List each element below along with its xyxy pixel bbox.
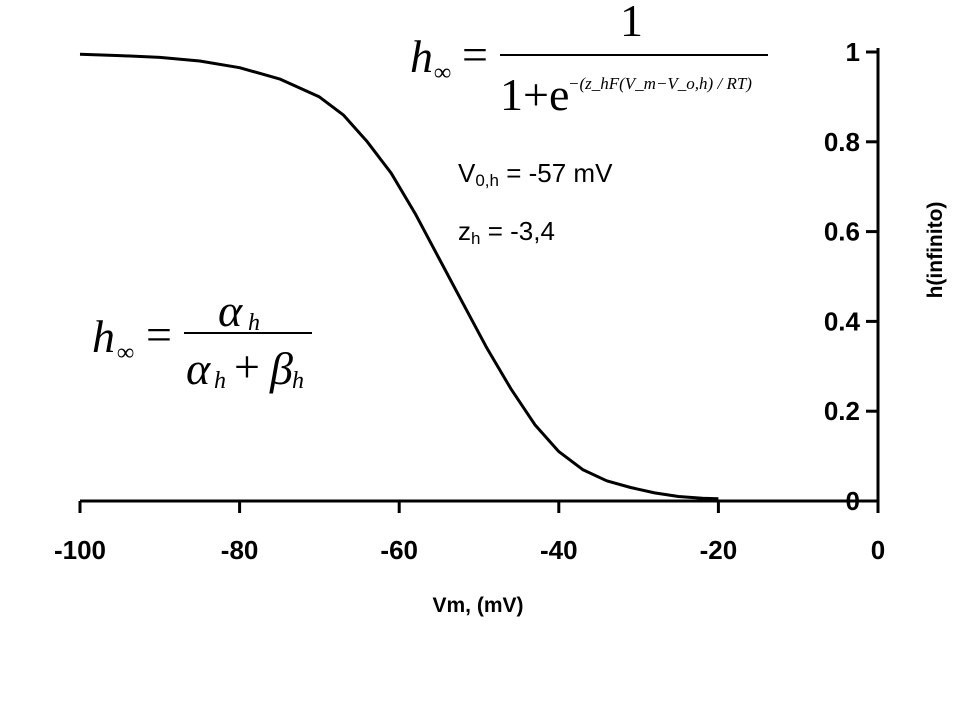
equation-boltzmann: h ∞ = 1 1+e −(z_hF(V_m−V_o,h) / RT) (0, 0, 960, 140)
x-tick-label: 0 (871, 535, 885, 565)
eq-left-numerator: α (218, 285, 243, 336)
x-axis-label: Vm, (mV) (432, 594, 523, 617)
eq-left-plus: + (234, 341, 260, 392)
series-line-h-infinito (79, 52, 719, 501)
x-tick-label: -60 (380, 535, 418, 565)
v0h-annotation: V0,h = -57 mV (458, 158, 612, 191)
y-tick-label: 0.4 (824, 306, 861, 336)
eq-top-lhs-sub: ∞ (434, 60, 452, 86)
v0h-subscript: 0,h (475, 171, 499, 190)
x-tick-label: -40 (540, 535, 578, 565)
eq-top-fraction-bar (500, 54, 768, 56)
eq-left-denominator-beta-sub: h (292, 368, 304, 394)
eq-left-denominator-alpha: α (186, 343, 211, 394)
axes (80, 48, 880, 503)
x-tick-label: -80 (221, 535, 259, 565)
zh-annotation: zh = -3,4 (458, 216, 555, 249)
zh-subscript: h (471, 229, 481, 248)
y-axis-label: h(infinito) (924, 202, 947, 299)
eq-left-fraction-bar (184, 332, 312, 334)
y-tick-label: 0.2 (824, 396, 860, 426)
x-tick-label: -100 (54, 535, 106, 565)
v0h-symbol: V (458, 158, 476, 188)
y-ticks: 0 0.2 0.4 0.6 0.8 1 (824, 37, 878, 516)
y-tick-label: 1 (846, 37, 860, 67)
equation-rate-constants: h ∞ = α h α h + β h (0, 280, 400, 420)
eq-left-equals: = (146, 309, 172, 360)
v0h-value: = -57 mV (506, 158, 613, 188)
eq-top-denominator: 1+e (500, 69, 570, 120)
zh-symbol: z (458, 216, 471, 246)
eq-left-lhs: h (92, 311, 115, 362)
eq-left-denominator-beta: β (270, 343, 293, 394)
eq-top-numerator: 1 (620, 0, 643, 46)
x-tick-label: -20 (700, 535, 738, 565)
y-tick-label: 0.6 (824, 217, 860, 247)
y-tick-label: 0 (846, 486, 860, 516)
eq-top-equals: = (462, 29, 488, 80)
y-tick-label: 0.8 (824, 127, 860, 157)
eq-top-lhs: h (410, 31, 433, 82)
eq-left-numerator-sub: h (248, 310, 260, 336)
eq-top-exponent: −(z_hF(V_m−V_o,h) / RT) (568, 74, 752, 93)
x-ticks: -100 -80 -60 -40 -20 0 (54, 501, 885, 565)
zh-value: = -3,4 (487, 216, 555, 246)
eq-left-denominator-alpha-sub: h (214, 368, 226, 394)
eq-left-lhs-sub: ∞ (117, 340, 135, 366)
